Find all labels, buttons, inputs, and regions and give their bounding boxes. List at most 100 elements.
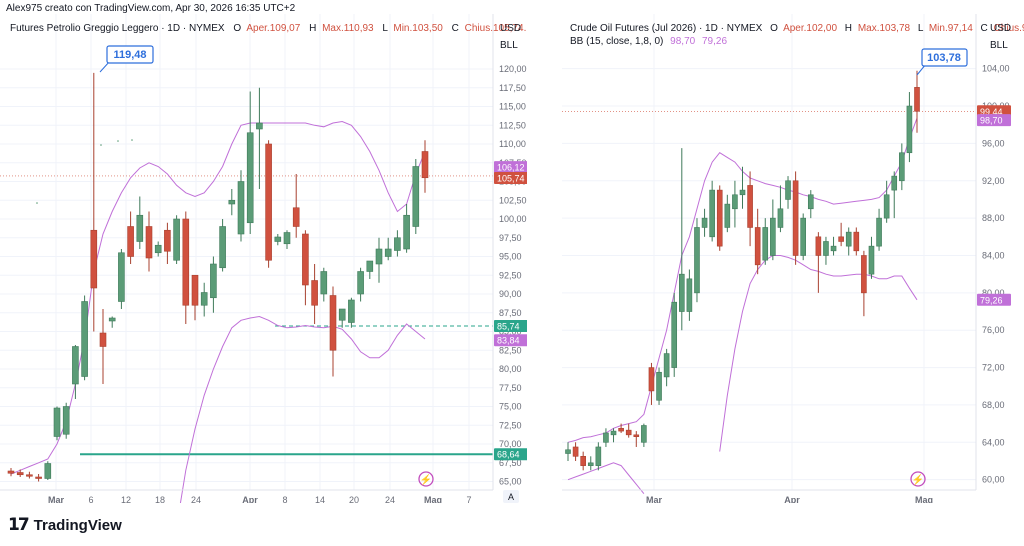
x-tick-label: 14	[315, 495, 325, 503]
candle	[732, 180, 738, 228]
x-tick-label: Apr	[242, 495, 258, 503]
chart2-callout: 103,78	[916, 48, 968, 76]
candle	[329, 286, 337, 377]
candle	[610, 428, 617, 443]
x-tick-label: 8	[282, 495, 287, 503]
candle	[228, 189, 236, 216]
chart1-price-axis[interactable]: 65,00 67,50 70,00 72,50 75,00 77,50 80,00 82,50…	[492, 14, 528, 490]
candle	[868, 236, 875, 279]
price-tag: 83,84	[494, 334, 528, 347]
svg-text:83,84: 83,84	[497, 336, 520, 346]
candle	[914, 70, 920, 133]
chart-wti-continuous[interactable]: 65,00 67,50 70,00 72,50 75,00 77,50 80,00 82,50…	[0, 14, 532, 527]
chart2-candles	[565, 70, 920, 471]
candle	[587, 456, 594, 471]
candle	[739, 166, 746, 209]
chart-crude-jul2026[interactable]: 60,00 64,00 68,00 72,00 76,00 80,00 84,00 88,00…	[538, 14, 1024, 505]
svg-text:106,12: 106,12	[497, 163, 525, 173]
candle	[384, 237, 392, 261]
candle	[876, 208, 882, 251]
y-tick-label: 95,00	[499, 252, 522, 262]
chart1-svg: 65,00 67,50 70,00 72,50 75,00 77,50 80,00 82,50…	[0, 14, 532, 527]
chart2-unit: BLL	[990, 40, 1008, 51]
candle	[320, 267, 328, 302]
lightning-icon[interactable]: ⚡	[418, 471, 434, 487]
y-tick-label: 87,50	[499, 308, 522, 318]
chart1-time-axis[interactable]: Mar 6 12 18 24 Apr 8 14 20 24 Mag 7	[0, 489, 493, 505]
candle	[845, 227, 852, 256]
candle	[16, 469, 24, 477]
candle	[572, 442, 579, 461]
candle	[118, 249, 125, 309]
y-tick-label: 97,50	[499, 233, 522, 243]
x-tick-label: Apr	[784, 495, 800, 503]
y-tick-label: 77,50	[499, 383, 522, 393]
candle	[412, 159, 420, 234]
candle	[357, 267, 364, 302]
candle	[671, 292, 678, 377]
chart2-price-axis[interactable]: 60,00 64,00 68,00 72,00 76,00 80,00 84,00 88,00…	[975, 14, 1011, 490]
chart-credit: Alex975 creato con TradingView.com, Apr …	[6, 3, 296, 14]
candle	[891, 171, 898, 219]
y-tick-label: 100,00	[499, 214, 527, 224]
candle	[81, 295, 88, 381]
chart1-dots	[36, 139, 133, 204]
candle	[366, 260, 374, 279]
svg-text:⚡: ⚡	[420, 473, 432, 486]
candle	[777, 185, 784, 233]
candle	[90, 72, 98, 332]
candle	[807, 190, 814, 219]
price-tag: 98,70	[977, 114, 1011, 127]
price-tag: 79,26	[977, 293, 1011, 306]
candle	[292, 174, 300, 238]
candle	[861, 250, 867, 317]
candle	[603, 428, 609, 447]
axis-button-a[interactable]: A	[503, 490, 519, 503]
chart2-indicator-label: BB (15, close, 1,8, 0) 98,70 79,26	[570, 36, 727, 47]
candle	[7, 468, 15, 477]
y-tick-label: 68,00	[982, 400, 1005, 410]
tradingview-footer[interactable]: 𝟭𝟳 TradingView	[8, 515, 122, 535]
candle	[246, 91, 254, 234]
candle	[800, 213, 806, 261]
chart1-bollinger	[10, 120, 426, 527]
svg-text:105,74: 105,74	[497, 173, 525, 183]
candle	[338, 308, 346, 328]
candle	[625, 423, 632, 438]
y-tick-label: 64,00	[982, 437, 1005, 447]
y-tick-label: 65,00	[499, 477, 522, 487]
svg-text:103,78: 103,78	[927, 52, 961, 64]
chart2-title: Crude Oil Futures (Jul 2026) · 1D · NYME…	[570, 23, 1024, 34]
candle	[173, 215, 180, 264]
svg-text:85,74: 85,74	[497, 321, 520, 331]
x-tick-label: Mar	[48, 495, 65, 503]
candle	[26, 471, 33, 479]
candle	[686, 269, 693, 321]
y-tick-label: 117,50	[499, 83, 526, 93]
candle	[754, 208, 761, 275]
candle	[164, 222, 171, 264]
candle	[72, 345, 79, 399]
candle	[906, 92, 913, 163]
candle	[701, 208, 708, 237]
x-tick-label: 20	[349, 495, 359, 503]
x-tick-label: 24	[191, 495, 201, 503]
chart2-time-axis[interactable]: Mar Apr Mag	[562, 489, 976, 505]
candle	[747, 171, 753, 247]
chart1-unit: BLL	[500, 40, 518, 51]
candle	[565, 442, 571, 461]
y-tick-label: 112,50	[499, 120, 526, 130]
y-tick-label: 72,50	[499, 420, 522, 430]
chart1-grid	[0, 14, 493, 490]
lightning-icon[interactable]: ⚡	[910, 471, 926, 487]
candle	[716, 185, 723, 251]
candle	[403, 204, 410, 253]
chart1-callout: 119,48	[99, 45, 154, 73]
candle	[709, 180, 715, 242]
price-tag: 105,74	[494, 171, 528, 184]
x-tick-label: 6	[88, 495, 93, 503]
candle	[311, 264, 318, 324]
candle	[274, 234, 282, 246]
svg-text:99,44: 99,44	[980, 107, 1003, 117]
candle	[375, 237, 383, 283]
